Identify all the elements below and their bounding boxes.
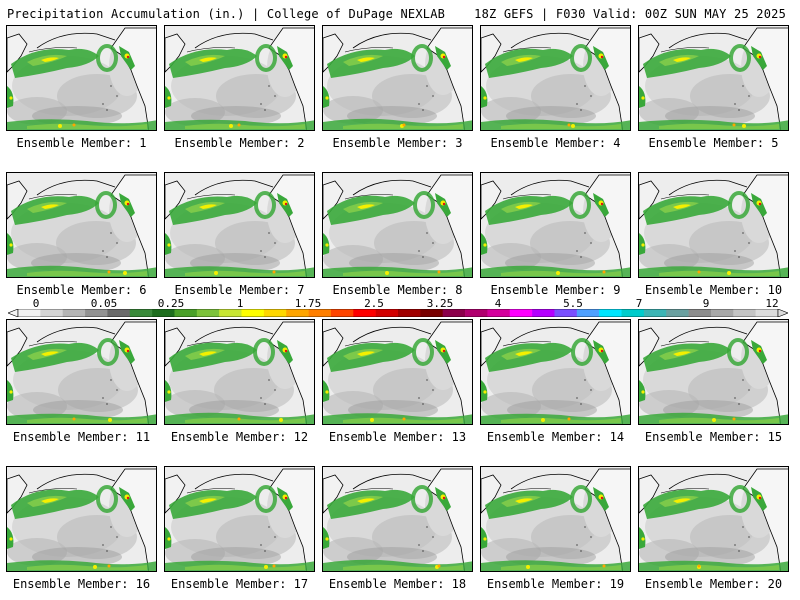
ensemble-member-label: Ensemble Member: 10 bbox=[644, 283, 783, 297]
colorbar-segment bbox=[219, 309, 242, 317]
colorbar-segment bbox=[129, 309, 153, 317]
colorbar-segment bbox=[107, 309, 131, 317]
colorbar-segment bbox=[398, 309, 421, 317]
precip-map bbox=[322, 25, 473, 131]
precip-map bbox=[322, 319, 473, 425]
colorbar-segment bbox=[621, 309, 645, 317]
precip-map bbox=[638, 25, 789, 131]
colorbar-tick-label: 0.05 bbox=[90, 297, 118, 310]
ensemble-member-label: Ensemble Member: 7 bbox=[174, 283, 305, 297]
colorbar-segment bbox=[509, 309, 533, 317]
ensemble-member-label: Ensemble Member: 4 bbox=[490, 136, 621, 150]
colorbar-segment bbox=[420, 309, 444, 317]
ensemble-member-label: Ensemble Member: 1 bbox=[16, 136, 147, 150]
colorbar-segment bbox=[755, 309, 779, 317]
ensemble-member-label: Ensemble Member: 3 bbox=[332, 136, 463, 150]
colorbar-segment bbox=[40, 309, 64, 317]
precip-map bbox=[480, 319, 631, 425]
colorbar-tick-label: 3.25 bbox=[426, 297, 454, 310]
precip-map bbox=[638, 466, 789, 572]
colorbar-tick-label: 7 bbox=[635, 297, 643, 310]
chart-title: Precipitation Accumulation (in.) | Colle… bbox=[7, 7, 446, 21]
colorbar-segment bbox=[375, 309, 399, 317]
colorbar-segment bbox=[174, 309, 198, 317]
precip-map bbox=[480, 172, 631, 278]
colorbar-segment bbox=[465, 309, 488, 317]
colorbar-segment bbox=[710, 309, 734, 317]
precip-map bbox=[6, 319, 157, 425]
colorbar-segment bbox=[554, 309, 578, 317]
colorbar-segment bbox=[196, 309, 220, 317]
colorbar-segment bbox=[599, 309, 622, 317]
ensemble-member-label: Ensemble Member: 15 bbox=[644, 430, 783, 444]
precip-map bbox=[638, 172, 789, 278]
precip-map bbox=[480, 25, 631, 131]
colorbar-segment bbox=[241, 309, 265, 317]
precip-map bbox=[322, 172, 473, 278]
colorbar-segment bbox=[62, 309, 86, 317]
precip-map bbox=[164, 466, 315, 572]
precip-map bbox=[164, 25, 315, 131]
colorbar-tick-label: 4 bbox=[494, 297, 502, 310]
precip-map bbox=[6, 25, 157, 131]
colorbar-segment bbox=[353, 309, 376, 317]
colorbar-segment bbox=[532, 309, 555, 317]
ensemble-member-label: Ensemble Member: 12 bbox=[170, 430, 309, 444]
colorbar: 0 0.05 0.25 1 1.75 2.5 3.25 4 5.5 7 9 12 bbox=[8, 297, 788, 319]
colorbar-segment bbox=[733, 309, 756, 317]
run-info: 18Z GEFS | F030 Valid: 00Z SUN MAY 25 20… bbox=[474, 7, 786, 21]
colorbar-segment bbox=[688, 309, 712, 317]
ensemble-member-label: Ensemble Member: 14 bbox=[486, 430, 625, 444]
precip-map bbox=[480, 466, 631, 572]
colorbar-segment bbox=[330, 309, 354, 317]
colorbar-segment bbox=[487, 309, 511, 317]
colorbar-segment bbox=[643, 309, 667, 317]
precip-map bbox=[638, 319, 789, 425]
ensemble-member-label: Ensemble Member: 19 bbox=[486, 577, 625, 591]
colorbar-segment bbox=[576, 309, 600, 317]
colorbar-tick-label: 0.25 bbox=[157, 297, 185, 310]
ensemble-member-label: Ensemble Member: 13 bbox=[328, 430, 467, 444]
colorbar-tick-label: 2.5 bbox=[364, 297, 384, 310]
colorbar-segment bbox=[152, 309, 175, 317]
ensemble-member-label: Ensemble Member: 2 bbox=[174, 136, 305, 150]
colorbar-tick-label: 12 bbox=[765, 297, 779, 310]
ensemble-member-label: Ensemble Member: 9 bbox=[490, 283, 621, 297]
ensemble-member-label: Ensemble Member: 17 bbox=[170, 577, 309, 591]
precip-map bbox=[322, 466, 473, 572]
colorbar-segment bbox=[308, 309, 332, 317]
colorbar-segment bbox=[263, 309, 287, 317]
colorbar-segment bbox=[18, 309, 41, 317]
ensemble-member-label: Ensemble Member: 6 bbox=[16, 283, 147, 297]
precip-map bbox=[164, 172, 315, 278]
colorbar-tick-label: 9 bbox=[702, 297, 710, 310]
colorbar-tick-label: 0 bbox=[32, 297, 40, 310]
colorbar-segment bbox=[666, 309, 689, 317]
colorbar-segment bbox=[286, 309, 309, 317]
precip-map bbox=[164, 319, 315, 425]
ensemble-member-label: Ensemble Member: 11 bbox=[12, 430, 151, 444]
ensemble-member-label: Ensemble Member: 8 bbox=[332, 283, 463, 297]
ensemble-member-label: Ensemble Member: 5 bbox=[648, 136, 779, 150]
colorbar-tick-label: 1 bbox=[236, 297, 244, 310]
colorbar-bar bbox=[8, 309, 788, 317]
ensemble-member-label: Ensemble Member: 18 bbox=[328, 577, 467, 591]
colorbar-segment bbox=[85, 309, 108, 317]
ensemble-member-label: Ensemble Member: 16 bbox=[12, 577, 151, 591]
ensemble-member-label: Ensemble Member: 20 bbox=[644, 577, 783, 591]
colorbar-tick-label: 5.5 bbox=[563, 297, 583, 310]
colorbar-segment bbox=[442, 309, 466, 317]
precip-map bbox=[6, 172, 157, 278]
colorbar-tick-label: 1.75 bbox=[294, 297, 322, 310]
precip-map bbox=[6, 466, 157, 572]
